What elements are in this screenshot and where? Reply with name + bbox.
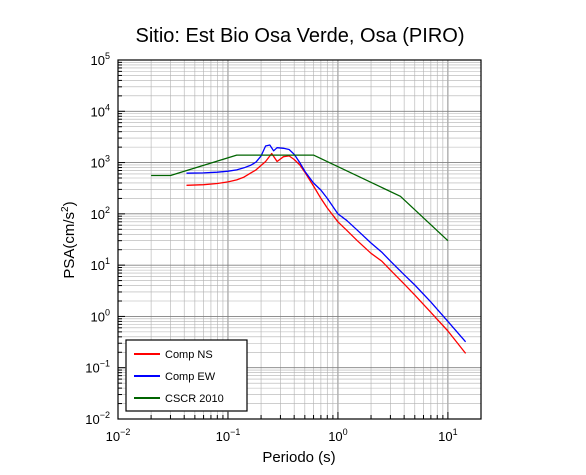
series-line-2: [186, 144, 467, 343]
x-tick-base: 10: [328, 429, 342, 444]
y-tick-base: 10: [85, 412, 99, 427]
x-tick-label: 101: [438, 427, 457, 444]
chart-title: Sitio: Est Bio Osa Verde, Osa (PIRO): [135, 25, 464, 47]
x-tick-base: 10: [106, 429, 120, 444]
y-tick-label: 105: [91, 51, 110, 68]
y-tick-exponent: 5: [105, 51, 110, 61]
legend-label: Comp NS: [165, 349, 213, 361]
x-tick-exponent: 1: [453, 427, 458, 437]
legend-label: Comp EW: [165, 371, 216, 383]
x-tick-label: 10−2: [106, 427, 131, 444]
y-tick-exponent: −1: [100, 359, 110, 369]
y-tick-base: 10: [91, 156, 105, 171]
y-tick-base: 10: [91, 207, 105, 222]
legend: Comp NS Comp EW CSCR 2010: [125, 339, 248, 412]
y-tick-exponent: 4: [105, 102, 110, 112]
y-tick-exponent: 2: [105, 205, 110, 215]
y-tick-label: 104: [91, 102, 110, 119]
y-axis-label: PSA(cm/s2): [60, 201, 78, 278]
y-tick-base: 10: [91, 53, 105, 68]
y-tick-base: 10: [91, 104, 105, 119]
y-axis-label-suffix: ): [61, 201, 78, 206]
x-tick-label: 100: [328, 427, 347, 444]
y-tick-exponent: 1: [105, 256, 110, 266]
y-axis-label-exponent: 2: [60, 206, 71, 212]
x-axis-label: Periodo (s): [262, 449, 335, 466]
y-tick-base: 10: [91, 309, 105, 324]
series-line-3: [151, 154, 449, 242]
y-tick-label: 10−1: [85, 359, 110, 376]
y-tick-exponent: 3: [105, 154, 110, 164]
y-tick-label: 100: [91, 307, 110, 324]
y-tick-label: 10−2: [85, 410, 110, 427]
x-tick-base: 10: [216, 429, 230, 444]
y-tick-base: 10: [85, 361, 99, 376]
y-tick-label: 103: [91, 154, 110, 171]
x-tick-exponent: 0: [343, 427, 348, 437]
y-tick-base: 10: [91, 258, 105, 273]
y-tick-exponent: −2: [100, 410, 110, 420]
x-tick-exponent: −1: [230, 427, 240, 437]
plot-frame: [117, 59, 482, 420]
y-tick-label: 102: [91, 205, 110, 222]
x-tick-labels: 10−2 10−1 100 101: [106, 427, 458, 444]
y-axis-label-prefix: PSA(cm/s: [61, 212, 78, 279]
y-tick-label: 101: [91, 256, 110, 273]
legend-label: CSCR 2010: [165, 393, 224, 405]
series-line-1: [186, 152, 467, 354]
x-tick-base: 10: [438, 429, 452, 444]
x-tick-label: 10−1: [216, 427, 241, 444]
x-tick-exponent: −2: [120, 427, 130, 437]
y-tick-exponent: 0: [105, 307, 110, 317]
series-layer: [151, 144, 467, 354]
